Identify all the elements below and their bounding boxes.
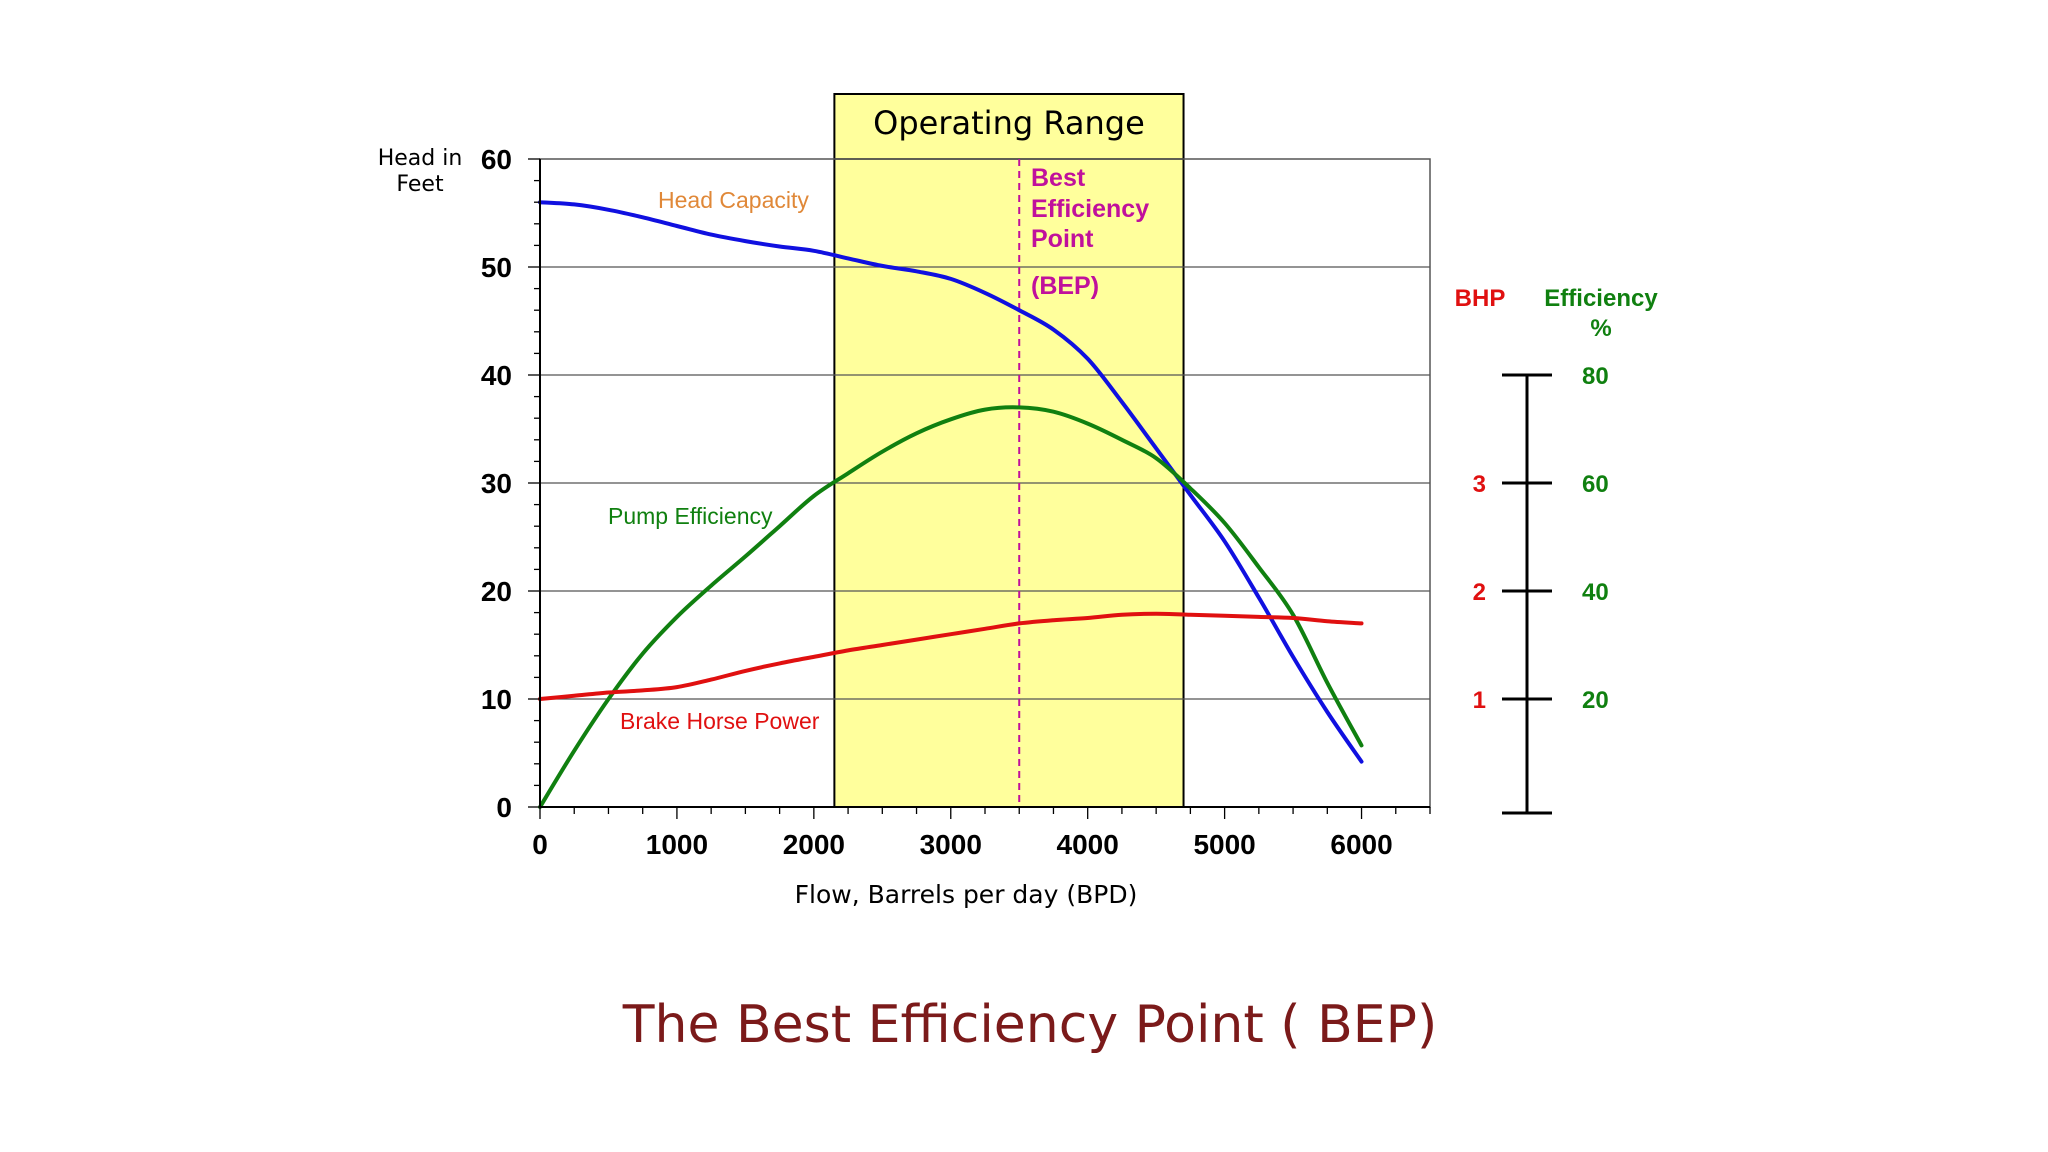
x-tick-label: 5000 — [1193, 829, 1255, 860]
x-tick-label: 1000 — [646, 829, 708, 860]
y-tick-label: 0 — [496, 792, 512, 823]
brake-horse-power-curve — [538, 611, 1364, 701]
y-tick-label: 40 — [481, 360, 512, 391]
efficiency-tick-label: 40 — [1582, 579, 1609, 606]
x-tick-label: 0 — [532, 829, 548, 860]
bep-label: Point — [1031, 225, 1094, 253]
brake-horse-power-label: Brake Horse Power — [620, 708, 820, 734]
efficiency-tick-label: 60 — [1582, 471, 1609, 498]
slide-title: The Best Efficiency Point ( BEP) — [622, 995, 1438, 1055]
bhp-tick-label: 1 — [1473, 687, 1486, 714]
operating-range-label: Operating Range — [873, 104, 1145, 142]
y-tick-label: 10 — [481, 684, 512, 715]
pump-efficiency-label: Pump Efficiency — [608, 503, 773, 529]
x-tick-label: 3000 — [920, 829, 982, 860]
head-capacity-label: Head Capacity — [658, 187, 809, 213]
efficiency-axis-title: % — [1590, 315, 1611, 342]
bhp-tick-label: 2 — [1473, 579, 1486, 606]
bep-label: Efficiency — [1031, 195, 1149, 223]
y-tick-label: 50 — [481, 252, 512, 283]
efficiency-axis-title: Efficiency — [1544, 285, 1658, 312]
y-axis-title: Feet — [396, 172, 444, 197]
x-tick-label: 2000 — [783, 829, 845, 860]
x-tick-label: 6000 — [1330, 829, 1392, 860]
pump-efficiency-curve — [538, 405, 1364, 809]
x-axis-title: Flow, Barrels per day (BPD) — [795, 880, 1138, 909]
operating-range-box — [833, 93, 1185, 808]
y-tick-label: 20 — [481, 576, 512, 607]
y-axis-title: Head in — [378, 146, 463, 171]
bhp-axis-title: BHP — [1455, 285, 1506, 312]
bhp-tick-label: 3 — [1473, 471, 1486, 498]
y-tick-label: 60 — [481, 144, 512, 175]
head-capacity-curve — [538, 200, 1364, 764]
efficiency-tick-label: 20 — [1582, 687, 1609, 714]
x-tick-label: 4000 — [1057, 829, 1119, 860]
bep-label: (BEP) — [1031, 272, 1099, 300]
efficiency-tick-label: 80 — [1582, 363, 1609, 390]
bep-label: Best — [1031, 164, 1086, 192]
y-tick-label: 30 — [481, 468, 512, 499]
